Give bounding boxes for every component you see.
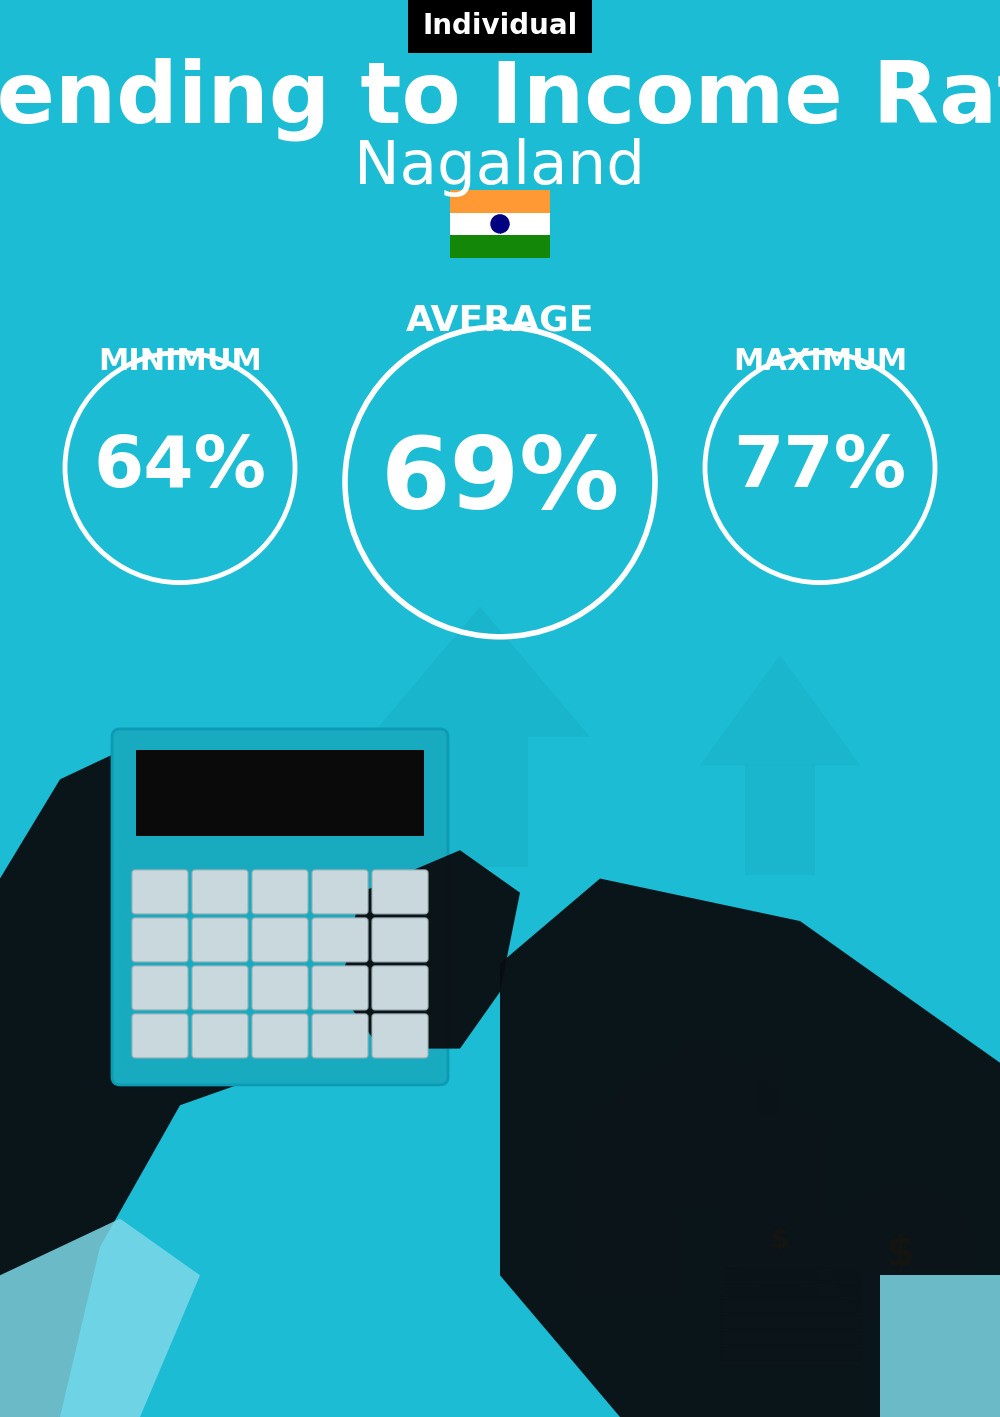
FancyBboxPatch shape — [372, 966, 428, 1010]
Polygon shape — [675, 1212, 725, 1295]
FancyBboxPatch shape — [252, 870, 308, 914]
FancyBboxPatch shape — [372, 1015, 428, 1058]
Circle shape — [491, 215, 509, 232]
Polygon shape — [560, 1034, 840, 1134]
FancyBboxPatch shape — [192, 1015, 248, 1058]
FancyBboxPatch shape — [192, 918, 248, 962]
Text: Nagaland: Nagaland — [354, 137, 646, 197]
FancyBboxPatch shape — [720, 1284, 860, 1297]
Polygon shape — [582, 1134, 818, 1295]
Text: Individual: Individual — [422, 11, 578, 40]
FancyBboxPatch shape — [132, 918, 188, 962]
Text: 77%: 77% — [733, 434, 907, 502]
Polygon shape — [700, 655, 860, 765]
FancyBboxPatch shape — [252, 1015, 308, 1058]
FancyBboxPatch shape — [252, 918, 308, 962]
FancyBboxPatch shape — [252, 966, 308, 1010]
FancyBboxPatch shape — [312, 918, 368, 962]
Text: AVERAGE: AVERAGE — [406, 303, 594, 337]
Polygon shape — [756, 1056, 778, 1112]
Polygon shape — [340, 850, 520, 1049]
Circle shape — [730, 1190, 830, 1289]
FancyBboxPatch shape — [192, 966, 248, 1010]
FancyBboxPatch shape — [720, 1267, 860, 1281]
FancyBboxPatch shape — [312, 966, 368, 1010]
FancyBboxPatch shape — [450, 213, 550, 235]
Polygon shape — [432, 737, 528, 867]
Text: MINIMUM: MINIMUM — [98, 347, 262, 376]
FancyBboxPatch shape — [372, 918, 428, 962]
Text: $: $ — [770, 1226, 790, 1254]
Polygon shape — [370, 606, 590, 737]
FancyBboxPatch shape — [136, 750, 424, 836]
FancyBboxPatch shape — [450, 235, 550, 258]
Text: $: $ — [886, 1233, 914, 1275]
FancyBboxPatch shape — [132, 1015, 188, 1058]
FancyBboxPatch shape — [720, 1315, 860, 1328]
Polygon shape — [745, 765, 815, 876]
FancyBboxPatch shape — [372, 870, 428, 914]
FancyBboxPatch shape — [720, 1299, 860, 1312]
Polygon shape — [880, 1275, 1000, 1417]
FancyBboxPatch shape — [312, 870, 368, 914]
Text: 69%: 69% — [380, 434, 620, 530]
FancyBboxPatch shape — [112, 728, 448, 1085]
Polygon shape — [0, 737, 260, 1417]
FancyBboxPatch shape — [132, 870, 188, 914]
FancyBboxPatch shape — [312, 1015, 368, 1058]
Text: Spending to Income Ratio: Spending to Income Ratio — [0, 58, 1000, 140]
Polygon shape — [500, 879, 1000, 1417]
FancyBboxPatch shape — [450, 190, 550, 213]
FancyBboxPatch shape — [192, 870, 248, 914]
FancyBboxPatch shape — [132, 966, 188, 1010]
FancyBboxPatch shape — [720, 1332, 860, 1345]
FancyBboxPatch shape — [720, 1348, 860, 1360]
Text: 64%: 64% — [94, 434, 266, 502]
Text: MAXIMUM: MAXIMUM — [733, 347, 907, 376]
Polygon shape — [0, 1219, 200, 1417]
Circle shape — [828, 1182, 972, 1326]
